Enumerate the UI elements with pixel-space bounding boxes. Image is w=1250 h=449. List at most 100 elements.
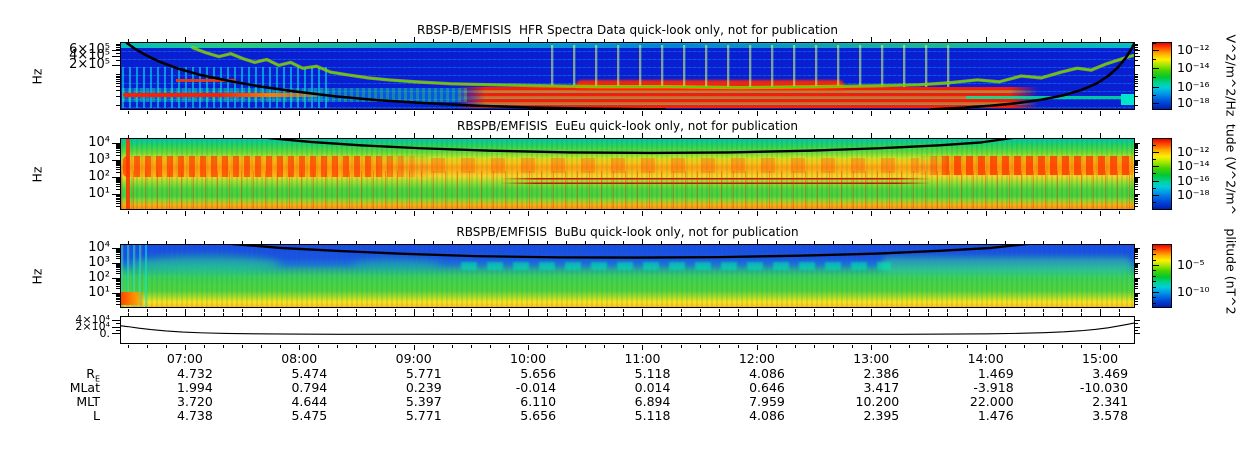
axis-tick (184, 37, 186, 42)
axis-tick (1135, 193, 1140, 195)
axis-tick (116, 249, 120, 251)
axis-tick (508, 111, 510, 114)
axis-tick (203, 345, 205, 348)
axis-tick (1004, 111, 1006, 114)
axis-tick (394, 241, 396, 244)
axis-tick (116, 163, 120, 165)
axis-tick (1135, 299, 1138, 300)
axis-tick (356, 309, 358, 312)
axis-tick (116, 188, 120, 190)
axis-tick (966, 345, 968, 348)
axis-tick (871, 311, 873, 316)
axis-tick (566, 211, 568, 214)
axis-tick (814, 211, 816, 214)
axis-tick (604, 345, 606, 348)
axis-tick (394, 211, 396, 214)
axis-tick (1135, 267, 1138, 269)
axis-tick (1135, 281, 1138, 283)
axis-tick (623, 309, 625, 312)
axis-tick (871, 211, 873, 216)
axis-tick (394, 309, 396, 312)
ephemeris-value: 0.014 (634, 380, 671, 395)
axis-tick (1135, 145, 1138, 147)
axis-tick (928, 39, 930, 42)
axis-tick (261, 39, 263, 42)
ephemeris-value: 0.794 (291, 380, 328, 395)
axis-tick (112, 293, 120, 295)
axis-tick (528, 111, 529, 116)
axis-tick (1119, 211, 1121, 214)
axis-tick (623, 211, 625, 214)
axis-tick (1153, 166, 1159, 167)
ephemeris-value: 4.732 (177, 366, 213, 381)
axis-tick (413, 211, 415, 216)
ephemeris-value: 0.646 (749, 380, 785, 395)
axis-tick (116, 151, 120, 153)
axis-tick (833, 135, 835, 138)
ephemeris-value: -0.014 (515, 380, 557, 395)
axis-tick (1004, 313, 1006, 316)
axis-tick (116, 195, 120, 197)
axis-tick (242, 309, 243, 312)
axis-tick (985, 111, 987, 116)
bubu-texture-layer (121, 245, 1134, 307)
axis-tick (585, 211, 587, 214)
axis-tick (1023, 313, 1025, 316)
axis-tick (127, 111, 129, 114)
axis-tick (261, 309, 263, 312)
axis-tick (1135, 55, 1140, 57)
axis-tick (116, 166, 120, 168)
axis-tick (112, 248, 120, 249)
axis-tick (1004, 135, 1006, 138)
axis-tick (116, 86, 120, 88)
axis-tick (116, 200, 120, 202)
axis-tick (1023, 309, 1025, 312)
axis-tick (661, 111, 663, 114)
axis-tick (928, 111, 930, 114)
axis-tick (680, 39, 682, 42)
axis-tick (489, 345, 491, 348)
axis-tick (1135, 297, 1138, 299)
axis-tick (1061, 241, 1063, 244)
axis-tick (508, 241, 510, 244)
axis-tick (184, 345, 186, 350)
axis-tick (375, 241, 377, 244)
axis-tick (116, 258, 120, 260)
y-tick-label: 2×10⁴ (75, 320, 110, 333)
axis-tick (222, 309, 224, 312)
ephemeris-value: 4.644 (291, 394, 328, 409)
ephemeris-value: 6.894 (634, 394, 671, 409)
axis-tick (280, 135, 282, 138)
axis-tick (1135, 288, 1138, 290)
ephemeris-value: 10.200 (855, 394, 900, 409)
axis-tick (1135, 160, 1138, 162)
axis-tick (432, 111, 434, 114)
axis-tick (489, 211, 491, 214)
axis-tick (947, 211, 949, 214)
axis-tick (299, 345, 301, 350)
axis-tick (1135, 273, 1138, 275)
colorbar-tick-label: 10⁻¹² (1177, 42, 1210, 58)
axis-tick (566, 39, 568, 42)
axis-tick (814, 313, 816, 316)
axis-tick (1119, 313, 1121, 316)
axis-tick (1023, 345, 1025, 348)
axis-tick (1004, 241, 1006, 244)
axis-tick (966, 309, 968, 312)
ephemeris-value: 4.086 (749, 408, 785, 423)
axis-tick (1119, 111, 1121, 114)
axis-tick (112, 319, 120, 321)
axis-tick (1135, 252, 1138, 254)
axis-tick (1080, 111, 1082, 114)
axis-tick (116, 266, 120, 268)
axis-tick (852, 39, 854, 42)
axis-tick (261, 111, 263, 114)
axis-tick (1061, 39, 1063, 42)
axis-tick (1135, 59, 1138, 61)
axis-tick (116, 270, 120, 272)
fce-curve-ascending (930, 43, 1134, 109)
axis-tick (1119, 135, 1121, 138)
colorbar-tick-label: 10⁻¹⁴ (1177, 59, 1210, 75)
axis-tick (1153, 94, 1156, 96)
axis-tick (528, 239, 529, 244)
